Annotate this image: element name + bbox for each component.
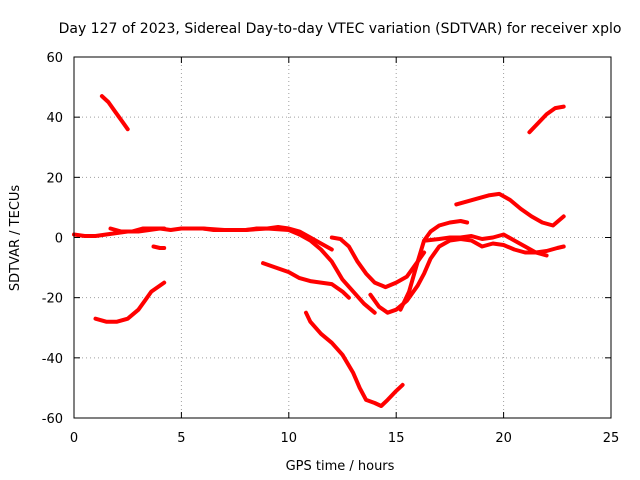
x-tick-label: 0 [70, 431, 78, 446]
grid-lines [74, 57, 611, 418]
series-arc-13 [454, 191, 566, 228]
y-tick-label: -20 [42, 292, 63, 307]
y-tick-label: 60 [46, 51, 63, 66]
x-tick-label: 25 [603, 431, 620, 446]
series-arc-9 [329, 235, 427, 290]
series-arc-8 [304, 310, 405, 408]
y-tick-label: 20 [46, 171, 63, 186]
series-arc-2 [99, 94, 130, 132]
y-tick-label: -60 [42, 412, 63, 427]
x-tick-label: 5 [177, 431, 185, 446]
chart-title: Day 127 of 2023, Sidereal Day-to-day VTE… [59, 21, 622, 37]
series-arc-14 [527, 104, 566, 135]
axis-ticks: 0 5 10 15 20 25 60 40 20 0 -20 -40 -60 [42, 51, 620, 446]
x-axis-label: GPS time / hours [286, 459, 395, 474]
series-arc-3 [93, 280, 167, 324]
x-tick-label: 20 [495, 431, 512, 446]
y-tick-label: 40 [46, 111, 63, 126]
x-tick-label: 15 [388, 431, 405, 446]
x-tick-label: 10 [281, 431, 298, 446]
series-arc-6 [179, 226, 377, 315]
series-arc-7 [261, 261, 351, 300]
y-axis-label: SDTVAR / TECUs [8, 185, 23, 292]
y-tick-label: 0 [55, 232, 63, 247]
series-arc-12 [424, 232, 549, 258]
series-arc-4 [108, 226, 167, 234]
series-arc-5 [151, 244, 167, 250]
series-arc-11 [398, 219, 470, 312]
data-traces [72, 94, 566, 408]
y-tick-label: -40 [42, 352, 63, 367]
